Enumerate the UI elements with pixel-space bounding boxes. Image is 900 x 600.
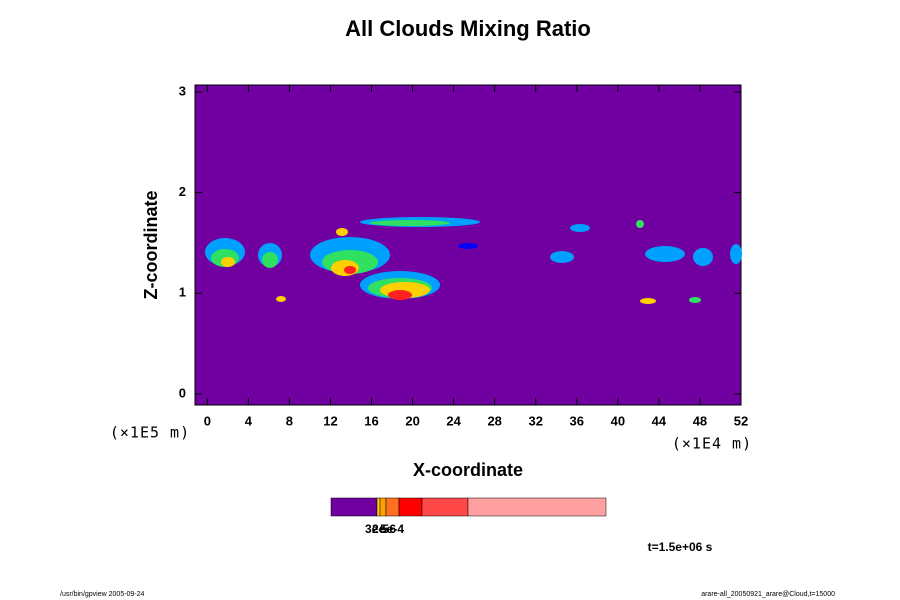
- colorbar-label: 2e-6: [372, 522, 396, 536]
- x-tick-label: 0: [204, 413, 211, 428]
- x-axis-label: X-coordinate: [413, 460, 523, 480]
- time-label: t=1.5e+06 s: [648, 540, 713, 554]
- x-tick-label: 28: [487, 413, 501, 428]
- y-axis-label: Z-coordinate: [141, 190, 161, 299]
- x-tick-label: 4: [245, 413, 253, 428]
- y-unit: (×1E5 m): [110, 424, 190, 442]
- cloud-field: [205, 217, 742, 304]
- x-tick-label: 52: [734, 413, 748, 428]
- footer-left: /usr/bin/gpview 2005-09-24: [60, 591, 145, 598]
- x-tick-label: 24: [446, 413, 461, 428]
- y-tick-label: 0: [179, 385, 186, 400]
- colorbar-label: 3e-5: [365, 522, 389, 536]
- x-tick-label: 48: [693, 413, 707, 428]
- x-unit: (×1E4 m): [672, 435, 752, 453]
- x-tick-label: 20: [405, 413, 419, 428]
- colorbar-label: 5e-4: [380, 522, 404, 536]
- footer-right: arare-all_20050921_arare@Cloud,t=15000: [701, 591, 835, 598]
- x-tick-label: 36: [570, 413, 584, 428]
- x-tick-label: 12: [323, 413, 337, 428]
- y-tick-label: 2: [179, 184, 186, 199]
- colorbar: [330, 497, 607, 517]
- x-tick-label: 40: [611, 413, 625, 428]
- x-tick-label: 16: [364, 413, 378, 428]
- x-tick-label: 8: [286, 413, 293, 428]
- chart-title: All Clouds Mixing Ratio: [345, 16, 591, 41]
- x-tick-label: 44: [652, 413, 667, 428]
- x-tick-label: 32: [529, 413, 543, 428]
- y-tick-label: 3: [179, 83, 186, 98]
- y-tick-label: 1: [179, 285, 186, 300]
